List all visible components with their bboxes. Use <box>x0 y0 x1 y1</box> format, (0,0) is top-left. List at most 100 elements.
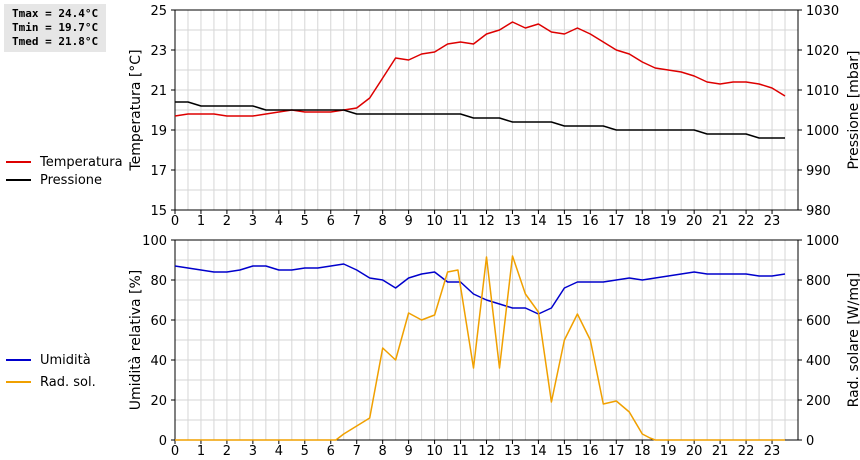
y-tick-label-right: 1020 <box>806 44 839 59</box>
legend-bottom-chart: Umidità Rad. sol. <box>6 351 96 391</box>
legend-label-umidita: Umidità <box>40 352 91 368</box>
y-tick-label-left: 80 <box>150 274 167 289</box>
x-tick-label: 5 <box>301 214 309 229</box>
y-tick-label-left: 20 <box>150 394 167 409</box>
series-line-temperatura <box>174 21 786 117</box>
y-tick-label-left: 19 <box>150 124 167 139</box>
x-tick-label: 14 <box>530 214 547 229</box>
x-tick-label: 13 <box>504 214 521 229</box>
x-tick-label: 7 <box>353 214 361 229</box>
x-tick-label: 13 <box>504 444 521 459</box>
x-tick-label: 9 <box>404 214 412 229</box>
x-tick-label: 6 <box>327 444 335 459</box>
y-axis-label-right: Rad. solare [W/mq] <box>846 273 860 408</box>
x-tick-label: 19 <box>660 214 677 229</box>
legend-item-temperatura: Temperatura <box>6 153 123 171</box>
series-line-umidit <box>174 263 786 315</box>
y-tick-label-right: 1030 <box>806 4 839 19</box>
x-tick-label: 2 <box>223 214 231 229</box>
x-tick-label: 9 <box>404 444 412 459</box>
legend-label-temperatura: Temperatura <box>40 154 123 170</box>
legend-item-rad-sol: Rad. sol. <box>6 373 96 391</box>
y-tick-label-right: 800 <box>806 274 831 289</box>
x-tick-label: 19 <box>660 444 677 459</box>
x-tick-label: 3 <box>249 444 257 459</box>
x-tick-label: 1 <box>197 214 205 229</box>
x-tick-label: 4 <box>275 214 283 229</box>
y-tick-label-left: 40 <box>150 354 167 369</box>
x-tick-label: 17 <box>608 214 625 229</box>
x-tick-label: 23 <box>764 214 781 229</box>
x-tick-label: 11 <box>452 444 469 459</box>
x-tick-label: 15 <box>556 214 573 229</box>
series-line-rad-sol <box>175 255 785 441</box>
x-tick-label: 10 <box>426 444 443 459</box>
legend-swatch-pressione <box>6 179 31 181</box>
legend-swatch-rad-sol <box>6 381 31 383</box>
y-tick-label-right: 1000 <box>806 124 839 139</box>
y-tick-label-right: 1010 <box>806 84 839 99</box>
y-tick-label-right: 0 <box>806 434 814 449</box>
x-tick-label: 2 <box>223 444 231 459</box>
y-tick-label-right: 200 <box>806 394 831 409</box>
temperature-stats-box: Tmax = 24.4°C Tmin = 19.7°C Tmed = 21.8°… <box>4 4 106 52</box>
x-tick-label: 22 <box>738 444 755 459</box>
y-tick-label-right: 400 <box>806 354 831 369</box>
x-tick-label: 12 <box>478 214 495 229</box>
tmax-label: Tmax = 24.4°C <box>12 7 99 20</box>
x-tick-label: 20 <box>686 214 703 229</box>
y-tick-label-left: 25 <box>150 4 167 19</box>
x-tick-label: 10 <box>426 214 443 229</box>
x-tick-label: 0 <box>171 214 179 229</box>
humidity-radiation-chart: 0 1 2 3 4 5 6 7 8 9 10 11 12 13 14 15 16 17 18 19 20 21 22 2302… <box>128 234 860 459</box>
legend-item-pressione: Pressione <box>6 171 123 189</box>
x-tick-label: 16 <box>582 444 599 459</box>
y-axis-label-right: Pressione [mbar] <box>846 50 860 169</box>
x-tick-label: 6 <box>327 214 335 229</box>
temperature-pressure-chart: 0 1 2 3 4 5 6 7 8 9 10 11 12 13 14 15 16 17 18 19 20 21 22 2315… <box>128 4 860 229</box>
legend-swatch-temperatura <box>6 161 31 163</box>
y-tick-label-left: 0 <box>159 434 167 449</box>
x-tick-label: 18 <box>634 444 651 459</box>
x-tick-label: 11 <box>452 214 469 229</box>
x-tick-label: 15 <box>556 444 573 459</box>
y-tick-label-left: 17 <box>150 164 167 179</box>
x-tick-label: 20 <box>686 444 703 459</box>
x-tick-label: 8 <box>379 214 387 229</box>
tmed-label: Tmed = 21.8°C <box>12 35 99 48</box>
y-tick-label-left: 15 <box>150 204 167 219</box>
y-axis-label-left: Umidità relativa [%] <box>128 270 144 411</box>
legend-item-umidita: Umidità <box>6 351 96 369</box>
x-tick-label: 7 <box>353 444 361 459</box>
legend-label-rad-sol: Rad. sol. <box>40 374 96 390</box>
x-tick-label: 8 <box>379 444 387 459</box>
y-tick-label-right: 990 <box>806 164 831 179</box>
x-tick-label: 18 <box>634 214 651 229</box>
x-tick-label: 14 <box>530 444 547 459</box>
x-tick-label: 3 <box>249 214 257 229</box>
legend-top-chart: Temperatura Pressione <box>6 153 123 189</box>
series-line-pressione <box>175 101 785 139</box>
x-tick-label: 17 <box>608 444 625 459</box>
x-tick-label: 1 <box>197 444 205 459</box>
x-tick-label: 22 <box>738 214 755 229</box>
x-tick-label: 21 <box>712 214 729 229</box>
y-tick-label-left: 60 <box>150 314 167 329</box>
y-tick-label-left: 21 <box>150 84 167 99</box>
x-tick-label: 16 <box>582 214 599 229</box>
x-tick-label: 12 <box>478 444 495 459</box>
y-tick-label-right: 980 <box>806 204 831 219</box>
y-tick-label-right: 1000 <box>806 234 839 249</box>
legend-label-pressione: Pressione <box>40 172 103 188</box>
x-tick-label: 0 <box>171 444 179 459</box>
y-axis-label-left: Temperatura [°C] <box>128 49 144 171</box>
tmin-label: Tmin = 19.7°C <box>12 21 99 34</box>
x-tick-label: 4 <box>275 444 283 459</box>
x-tick-label: 21 <box>712 444 729 459</box>
legend-swatch-umidita <box>6 359 31 361</box>
y-tick-label-right: 600 <box>806 314 831 329</box>
y-tick-label-left: 100 <box>142 234 167 249</box>
x-tick-label: 5 <box>301 444 309 459</box>
x-tick-label: 23 <box>764 444 781 459</box>
